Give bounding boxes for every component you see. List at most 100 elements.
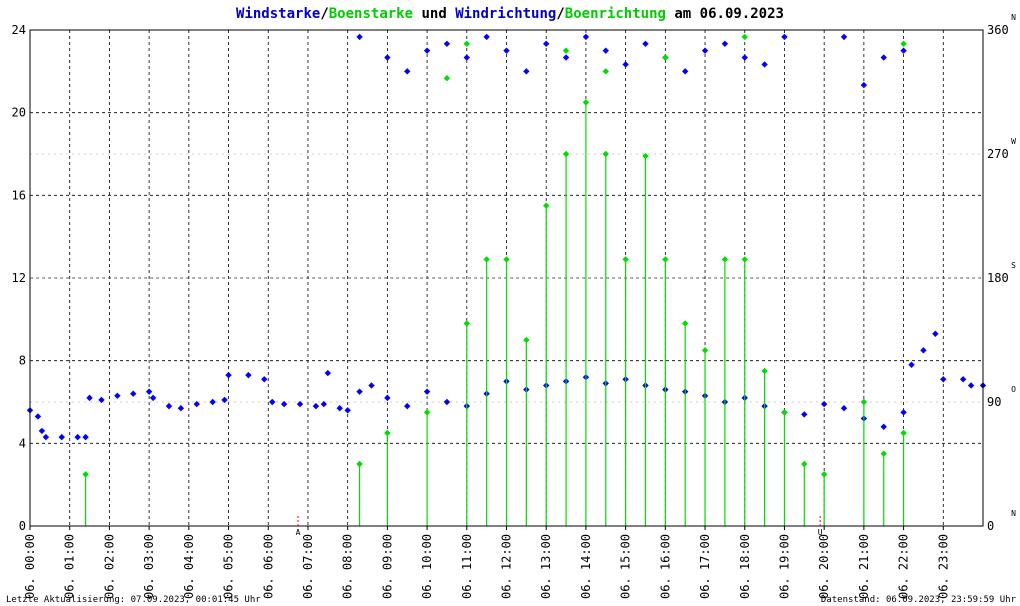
data-point	[523, 336, 530, 344]
data-point	[523, 68, 530, 75]
compass-letter: N	[1011, 509, 1016, 518]
x-tick-label: 06. 22:00	[897, 534, 911, 599]
data-point	[860, 398, 868, 406]
y-left-tick-label: 16	[12, 188, 26, 202]
x-tick-label: 06. 04:00	[182, 534, 196, 599]
data-point	[602, 47, 609, 54]
chart-axes: 06. 00:00 06. 01:00 06. 02:00 06. 03:00 06. …	[12, 13, 1017, 599]
data-point	[701, 47, 709, 54]
data-point	[622, 256, 629, 263]
series-gust_speed	[82, 99, 907, 526]
data-point	[582, 33, 590, 41]
x-tick-label: 06. 09:00	[380, 534, 394, 599]
data-point	[741, 33, 748, 41]
data-point	[602, 150, 609, 158]
data-point	[320, 400, 328, 408]
data-point	[681, 68, 689, 75]
data-point	[74, 433, 81, 441]
x-tick-label: 06. 08:00	[341, 534, 355, 599]
data-point	[130, 390, 137, 397]
data-point	[344, 407, 351, 414]
data-point	[840, 33, 848, 41]
data-point	[701, 347, 709, 354]
data-point	[820, 400, 828, 408]
data-point	[642, 152, 649, 160]
data-point	[269, 398, 276, 406]
x-tick-label: 06. 03:00	[142, 534, 156, 599]
data-point	[114, 392, 121, 399]
data-point	[245, 371, 252, 379]
footer-data-state: Datenstand: 06.09.2023, 23:59:59 Uhr	[821, 595, 1017, 605]
x-tick-label: 06. 12:00	[500, 534, 514, 599]
x-tick-label: 06. 10:00	[420, 534, 434, 599]
y-left-tick-label: 24	[12, 23, 26, 37]
data-point	[38, 427, 46, 435]
series-gust_direction_deg	[443, 33, 907, 82]
data-point	[261, 376, 268, 383]
title-and: und	[413, 6, 455, 22]
data-point	[880, 54, 887, 61]
data-point	[908, 361, 915, 368]
data-point	[721, 256, 729, 263]
title-sep-1: /	[320, 6, 328, 22]
data-point	[662, 54, 669, 61]
data-point	[932, 330, 939, 337]
data-point	[336, 405, 343, 412]
data-point	[602, 68, 609, 75]
data-point	[463, 54, 470, 61]
sun-marker-label: A	[296, 528, 301, 537]
data-point	[721, 40, 729, 47]
data-point	[940, 376, 947, 383]
title-gust-speed: Boenstarke	[329, 6, 413, 22]
x-tick-label: 06. 11:00	[460, 534, 474, 599]
data-point	[900, 47, 907, 54]
data-point	[86, 394, 93, 402]
data-point	[356, 33, 363, 41]
data-point	[543, 202, 550, 209]
data-point	[463, 40, 470, 47]
data-point	[324, 369, 332, 377]
data-point	[860, 81, 868, 89]
data-point	[165, 402, 173, 410]
x-tick-label: 06. 17:00	[698, 534, 712, 599]
data-point	[562, 54, 570, 61]
data-point	[368, 382, 375, 389]
data-point	[543, 40, 550, 47]
data-point	[801, 460, 808, 468]
data-point	[423, 388, 431, 395]
x-tick-label: 06. 16:00	[658, 534, 672, 599]
data-point	[761, 367, 768, 375]
data-point	[209, 398, 216, 406]
data-point	[404, 68, 411, 75]
data-point	[384, 54, 391, 61]
series-wind_direction_deg	[356, 33, 907, 89]
data-point	[34, 413, 42, 420]
x-tick-label: 06. 23:00	[936, 534, 950, 599]
data-point	[562, 150, 570, 158]
y-right-tick-label: 0	[987, 519, 994, 533]
x-tick-label: 06. 00:00	[23, 534, 37, 599]
data-point	[959, 376, 967, 383]
compass-letter: O	[1011, 385, 1016, 394]
title-wind-speed: Windstarke	[236, 6, 320, 22]
data-point	[423, 47, 431, 54]
data-point	[503, 47, 510, 54]
data-point	[967, 382, 975, 389]
x-tick-label: 06. 14:00	[579, 534, 593, 599]
data-point	[781, 33, 788, 41]
data-point	[463, 320, 470, 327]
data-point	[356, 460, 363, 468]
data-point	[443, 75, 451, 82]
y-right-tick-label: 360	[987, 23, 1009, 37]
x-tick-label: 06. 05:00	[222, 534, 236, 599]
data-point	[582, 99, 590, 106]
sun-marker-label: U	[818, 528, 823, 537]
data-point	[280, 400, 288, 408]
data-point	[404, 402, 411, 410]
data-point	[900, 429, 907, 437]
y-left-tick-label: 8	[19, 354, 26, 368]
data-point	[642, 40, 649, 47]
data-point	[58, 433, 65, 441]
data-point	[781, 409, 788, 416]
data-point	[149, 394, 157, 402]
